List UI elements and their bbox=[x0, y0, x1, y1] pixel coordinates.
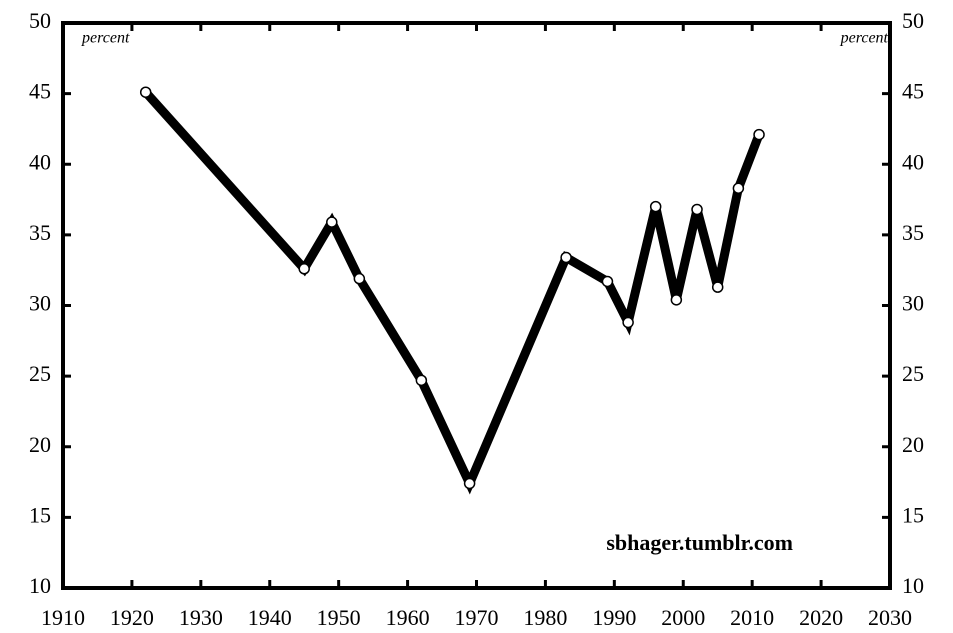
data-point bbox=[560, 251, 572, 264]
data-point bbox=[622, 316, 634, 329]
x-tick-label: 1940 bbox=[248, 605, 292, 630]
y-tick-label: 50 bbox=[29, 8, 51, 33]
y-tick-label: 20 bbox=[29, 432, 51, 457]
y-tick-label: 45 bbox=[29, 79, 51, 104]
y-tick-label: 25 bbox=[29, 361, 51, 386]
data-point bbox=[326, 216, 338, 228]
y2-axis-label: percent bbox=[840, 30, 889, 47]
data-point bbox=[732, 182, 745, 195]
y-tick-label: 10 bbox=[29, 573, 51, 598]
y2-tick-label: 20 bbox=[902, 432, 924, 457]
y2-tick-label: 10 bbox=[902, 573, 924, 598]
y2-tick-label: 45 bbox=[902, 79, 924, 104]
y2-tick-label: 25 bbox=[902, 361, 924, 386]
y-tick-label: 40 bbox=[29, 149, 51, 174]
x-tick-label: 1930 bbox=[179, 605, 223, 630]
x-tick-label: 1980 bbox=[523, 605, 567, 630]
data-point bbox=[649, 200, 662, 213]
annotation: sbhager.tumblr.com bbox=[606, 530, 793, 555]
x-tick-label: 1960 bbox=[386, 605, 430, 630]
y2-tick-label: 30 bbox=[902, 291, 924, 316]
data-point bbox=[601, 275, 614, 288]
y-tick-label: 15 bbox=[29, 502, 51, 527]
x-tick-label: 1920 bbox=[110, 605, 154, 630]
y2-tick-label: 40 bbox=[902, 149, 924, 174]
y-axis-label: percent bbox=[81, 30, 130, 47]
x-tick-label: 1950 bbox=[317, 605, 361, 630]
data-point bbox=[753, 128, 765, 141]
x-tick-label: 1910 bbox=[41, 605, 85, 630]
data-point bbox=[670, 294, 683, 306]
y2-tick-label: 50 bbox=[902, 8, 924, 33]
data-point bbox=[139, 86, 152, 98]
data-point bbox=[463, 477, 476, 490]
y2-tick-label: 35 bbox=[902, 220, 924, 245]
y-tick-label: 30 bbox=[29, 291, 51, 316]
y-tick-label: 35 bbox=[29, 220, 51, 245]
data-point bbox=[298, 263, 310, 275]
data-point bbox=[691, 203, 703, 216]
data-point bbox=[353, 272, 366, 285]
x-tick-label: 2030 bbox=[868, 605, 912, 630]
data-point bbox=[711, 281, 724, 293]
y2-tick-label: 15 bbox=[902, 502, 924, 527]
x-tick-label: 1970 bbox=[455, 605, 499, 630]
plot-frame bbox=[61, 21, 892, 590]
x-tick-label: 2020 bbox=[799, 605, 843, 630]
data-point bbox=[415, 374, 428, 387]
x-tick-label: 2010 bbox=[730, 605, 774, 630]
x-tick-label: 2000 bbox=[661, 605, 705, 630]
x-tick-label: 1990 bbox=[592, 605, 636, 630]
data-line bbox=[142, 89, 764, 495]
